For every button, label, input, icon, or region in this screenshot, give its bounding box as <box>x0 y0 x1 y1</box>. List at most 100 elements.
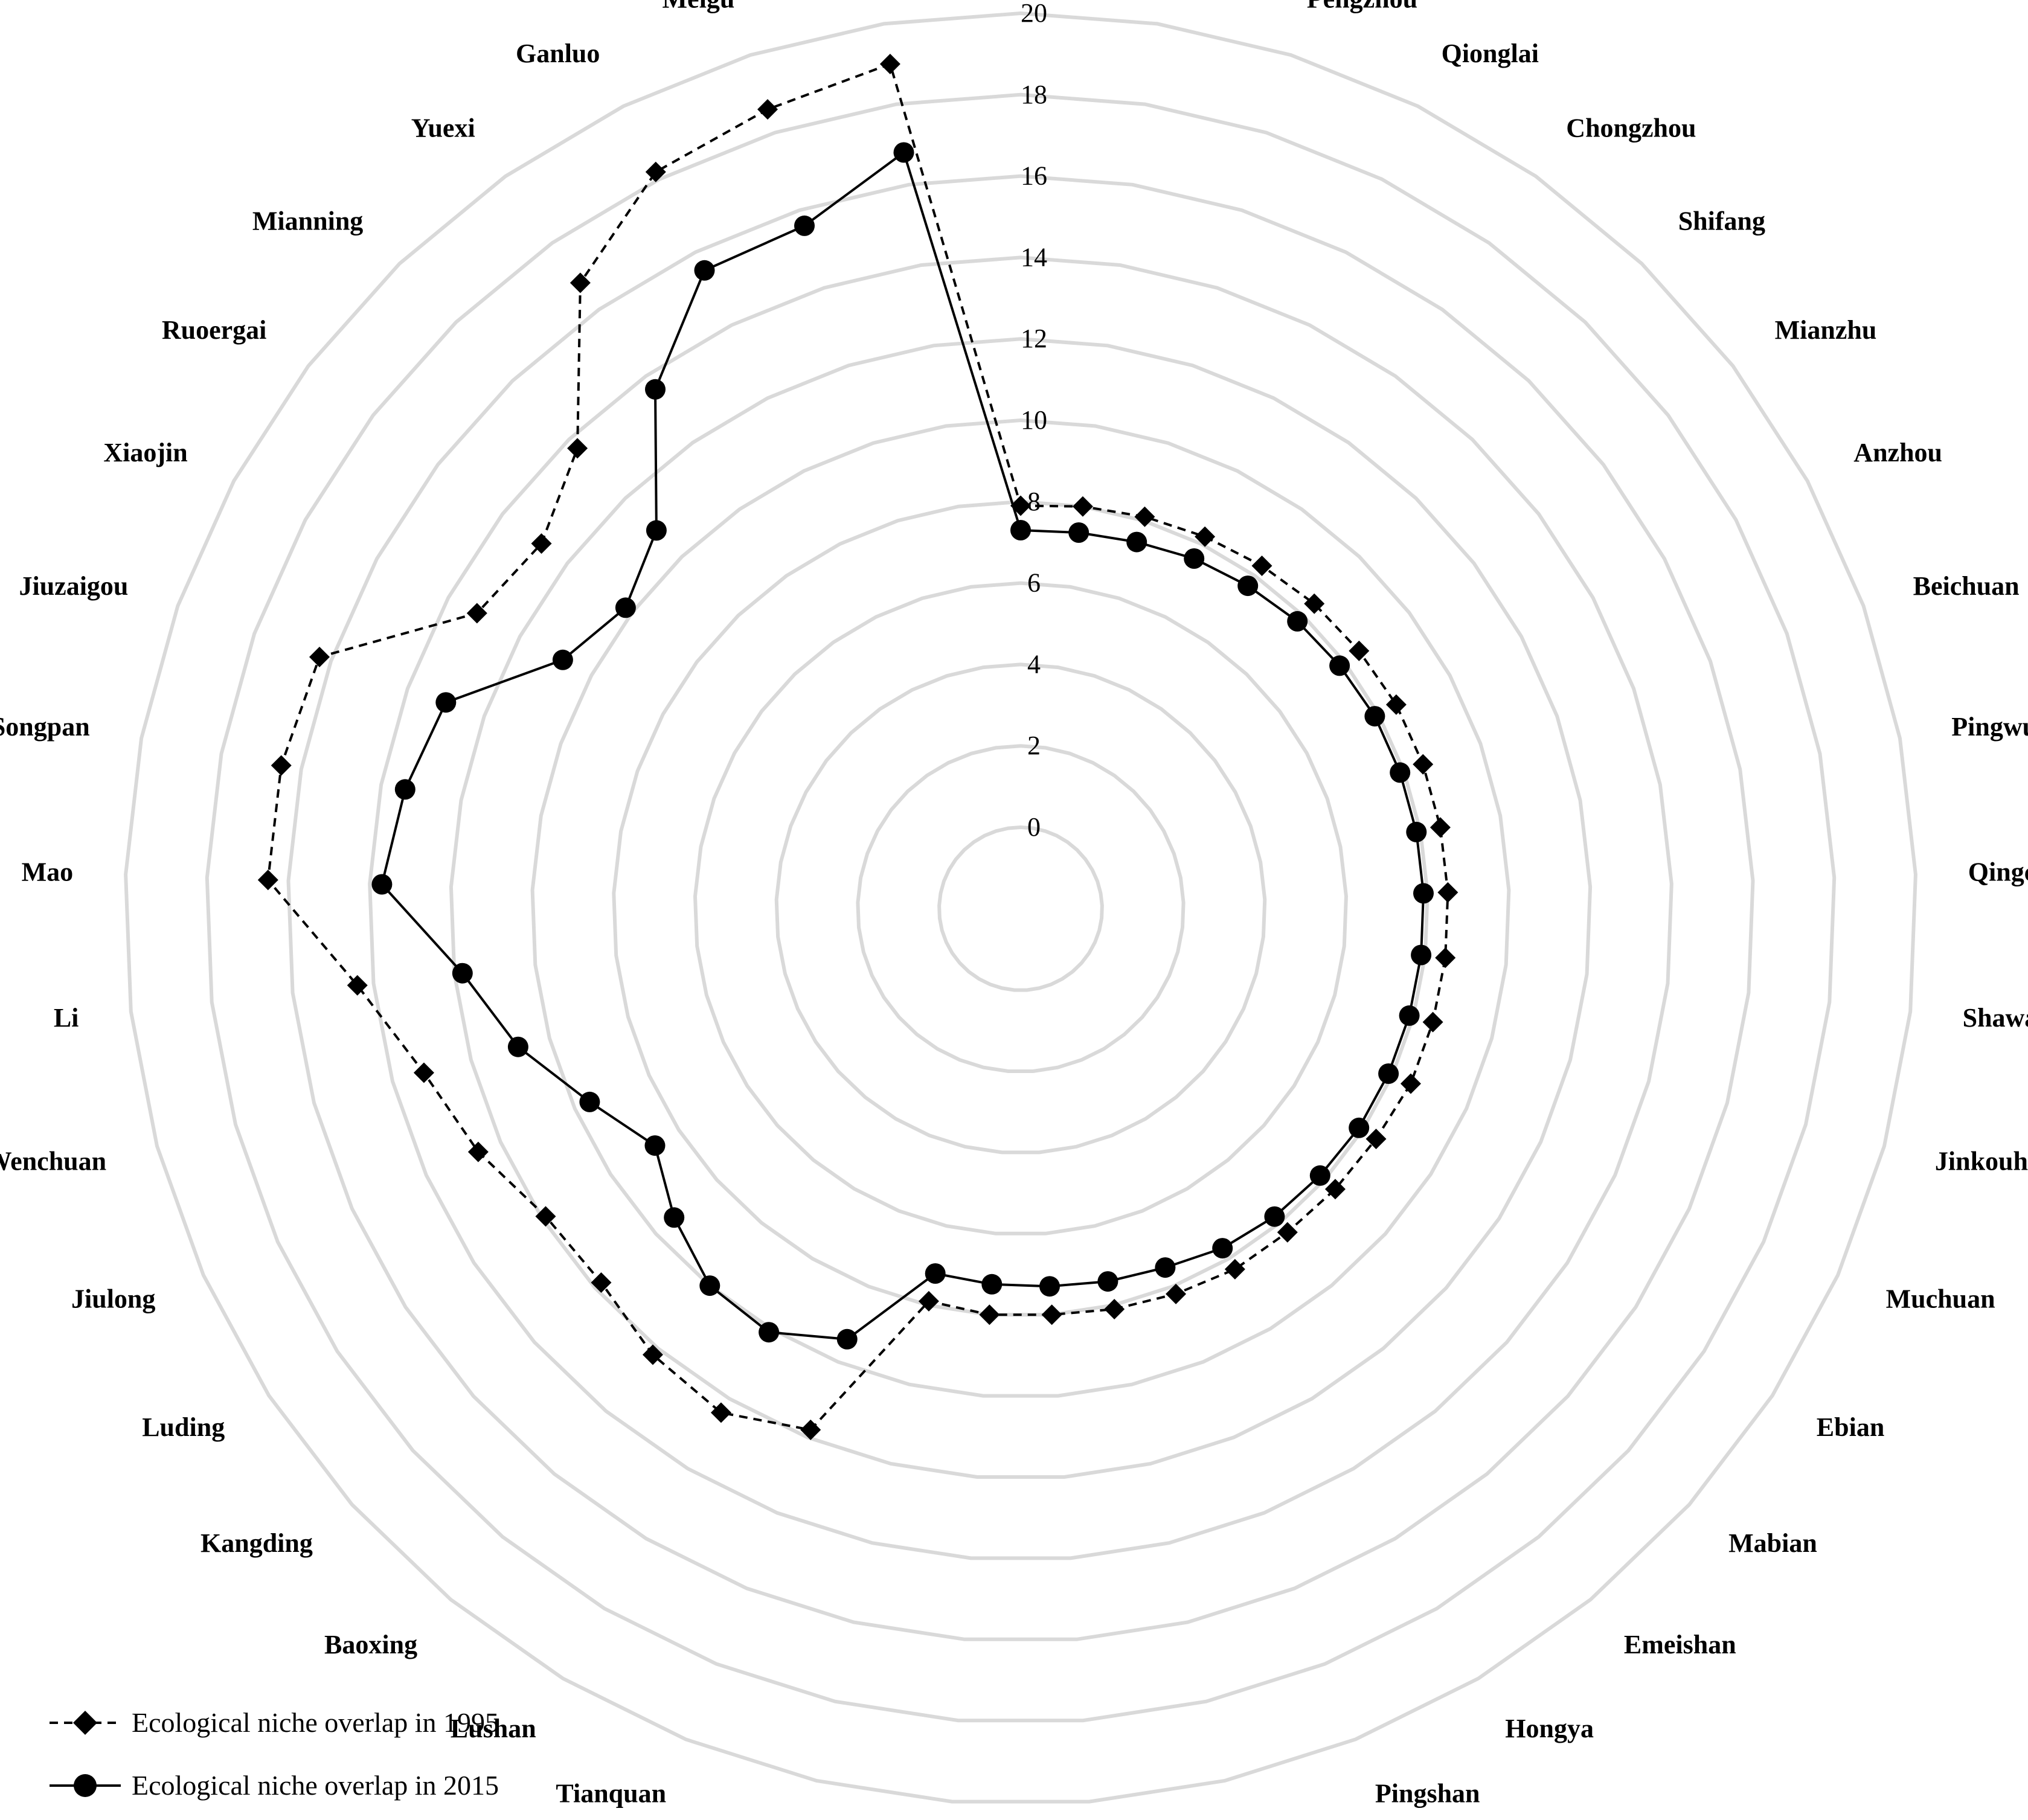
data-point <box>1365 1129 1387 1150</box>
grid-ring-18 <box>205 92 1837 1723</box>
radial-tick-labels: 0 2 4 6 8 10 12 14 16 18 20 <box>1021 0 1047 842</box>
category-label: Pengzhou <box>1307 0 1417 14</box>
category-label: Baoxing <box>324 1630 417 1659</box>
category-label: Emeishan <box>1624 1630 1736 1659</box>
category-label: Mabian <box>1728 1528 1817 1558</box>
category-label: Yuexi <box>411 114 475 143</box>
data-point <box>1104 1299 1125 1320</box>
data-point <box>1237 575 1259 597</box>
data-point <box>1287 610 1308 632</box>
data-point <box>757 99 778 120</box>
category-label: Shawan <box>1963 1003 2028 1033</box>
data-point <box>1422 1011 1443 1033</box>
data-point <box>1400 1073 1421 1094</box>
category-label: Muchuan <box>1886 1284 1995 1313</box>
data-point <box>836 1328 858 1350</box>
tick-label: 12 <box>1021 324 1047 353</box>
category-label: Wenchuan <box>0 1147 106 1176</box>
grid-rings <box>124 11 1917 1804</box>
legend-marker-1995 <box>73 1711 97 1735</box>
data-point <box>1413 754 1434 775</box>
data-point <box>645 161 666 182</box>
data-point <box>1039 1276 1060 1297</box>
series-1995 <box>257 53 1458 1440</box>
data-point <box>535 1206 556 1227</box>
series-2015 <box>371 142 1434 1350</box>
data-point <box>1435 947 1456 969</box>
data-point <box>1349 640 1370 661</box>
data-point <box>1166 1283 1187 1304</box>
data-point <box>531 533 552 554</box>
data-point <box>1378 1063 1399 1084</box>
category-label: Ganluo <box>516 39 600 68</box>
data-point <box>467 1141 489 1162</box>
data-point <box>979 1304 1000 1325</box>
data-point <box>1309 1165 1330 1186</box>
grid-ring-12 <box>449 337 1593 1479</box>
data-point <box>1437 882 1458 903</box>
category-label: Anzhou <box>1853 438 1942 467</box>
data-point <box>1155 1257 1176 1278</box>
tick-label: 2 <box>1027 731 1041 760</box>
tick-label: 14 <box>1021 242 1047 272</box>
data-point <box>645 379 666 400</box>
data-point <box>394 779 416 800</box>
data-point <box>1399 1005 1420 1026</box>
data-point <box>694 260 715 281</box>
category-label: Chongzhou <box>1566 114 1696 143</box>
category-label: Mao <box>22 857 74 887</box>
data-point <box>1068 522 1089 543</box>
data-point <box>1349 1117 1370 1138</box>
series-layer <box>257 53 1458 1440</box>
data-point <box>1041 1304 1062 1325</box>
data-point <box>1212 1238 1233 1259</box>
data-point <box>1010 520 1031 540</box>
tick-label: 10 <box>1021 405 1047 435</box>
data-point <box>579 1091 600 1112</box>
category-label: Jiuzaigou <box>19 571 128 601</box>
data-point <box>591 1272 612 1293</box>
data-point <box>257 870 278 891</box>
category-label: Meigu <box>663 0 735 14</box>
grid-ring-20 <box>124 11 1917 1804</box>
data-point <box>1430 817 1451 838</box>
grid-ring-14 <box>368 255 1673 1560</box>
legend-item-2015: Ecological niche overlap in 2015 <box>50 1770 499 1801</box>
data-point <box>1385 694 1407 715</box>
data-point <box>552 649 573 670</box>
legend-label-2015: Ecological niche overlap in 2015 <box>132 1770 499 1801</box>
data-point <box>1390 762 1411 783</box>
grid-ring-16 <box>286 174 1755 1641</box>
tick-label: 18 <box>1021 80 1047 109</box>
category-label: Kangding <box>201 1528 313 1558</box>
data-point <box>271 755 292 776</box>
tick-label: 16 <box>1021 161 1047 191</box>
data-point <box>1406 821 1427 842</box>
tick-label: 8 <box>1027 487 1041 516</box>
category-label: Mianzhu <box>1775 315 1877 345</box>
data-point <box>1134 506 1155 527</box>
data-point <box>1126 531 1147 553</box>
data-point <box>1277 1222 1298 1243</box>
data-point <box>507 1036 528 1057</box>
grid-ring-6 <box>693 581 1349 1235</box>
data-point <box>1413 883 1434 904</box>
category-label: Tianquan <box>556 1779 666 1809</box>
legend-label-1995: Ecological niche overlap in 1995 <box>132 1707 499 1738</box>
data-point <box>452 963 473 984</box>
data-point <box>800 1419 821 1440</box>
data-point <box>1364 706 1385 727</box>
category-label: Pingwu <box>1951 712 2028 742</box>
data-point <box>1072 496 1093 517</box>
category-label: Beichuan <box>1913 571 2020 601</box>
data-point <box>1097 1271 1118 1292</box>
category-label: Xiaojin <box>103 438 187 467</box>
data-point <box>759 1322 780 1343</box>
category-label: Pingshan <box>1375 1779 1480 1809</box>
data-point <box>413 1062 434 1083</box>
category-label: Ebian <box>1817 1412 1885 1442</box>
data-point <box>435 692 457 713</box>
data-point <box>893 142 914 163</box>
tick-label: 20 <box>1021 0 1047 28</box>
